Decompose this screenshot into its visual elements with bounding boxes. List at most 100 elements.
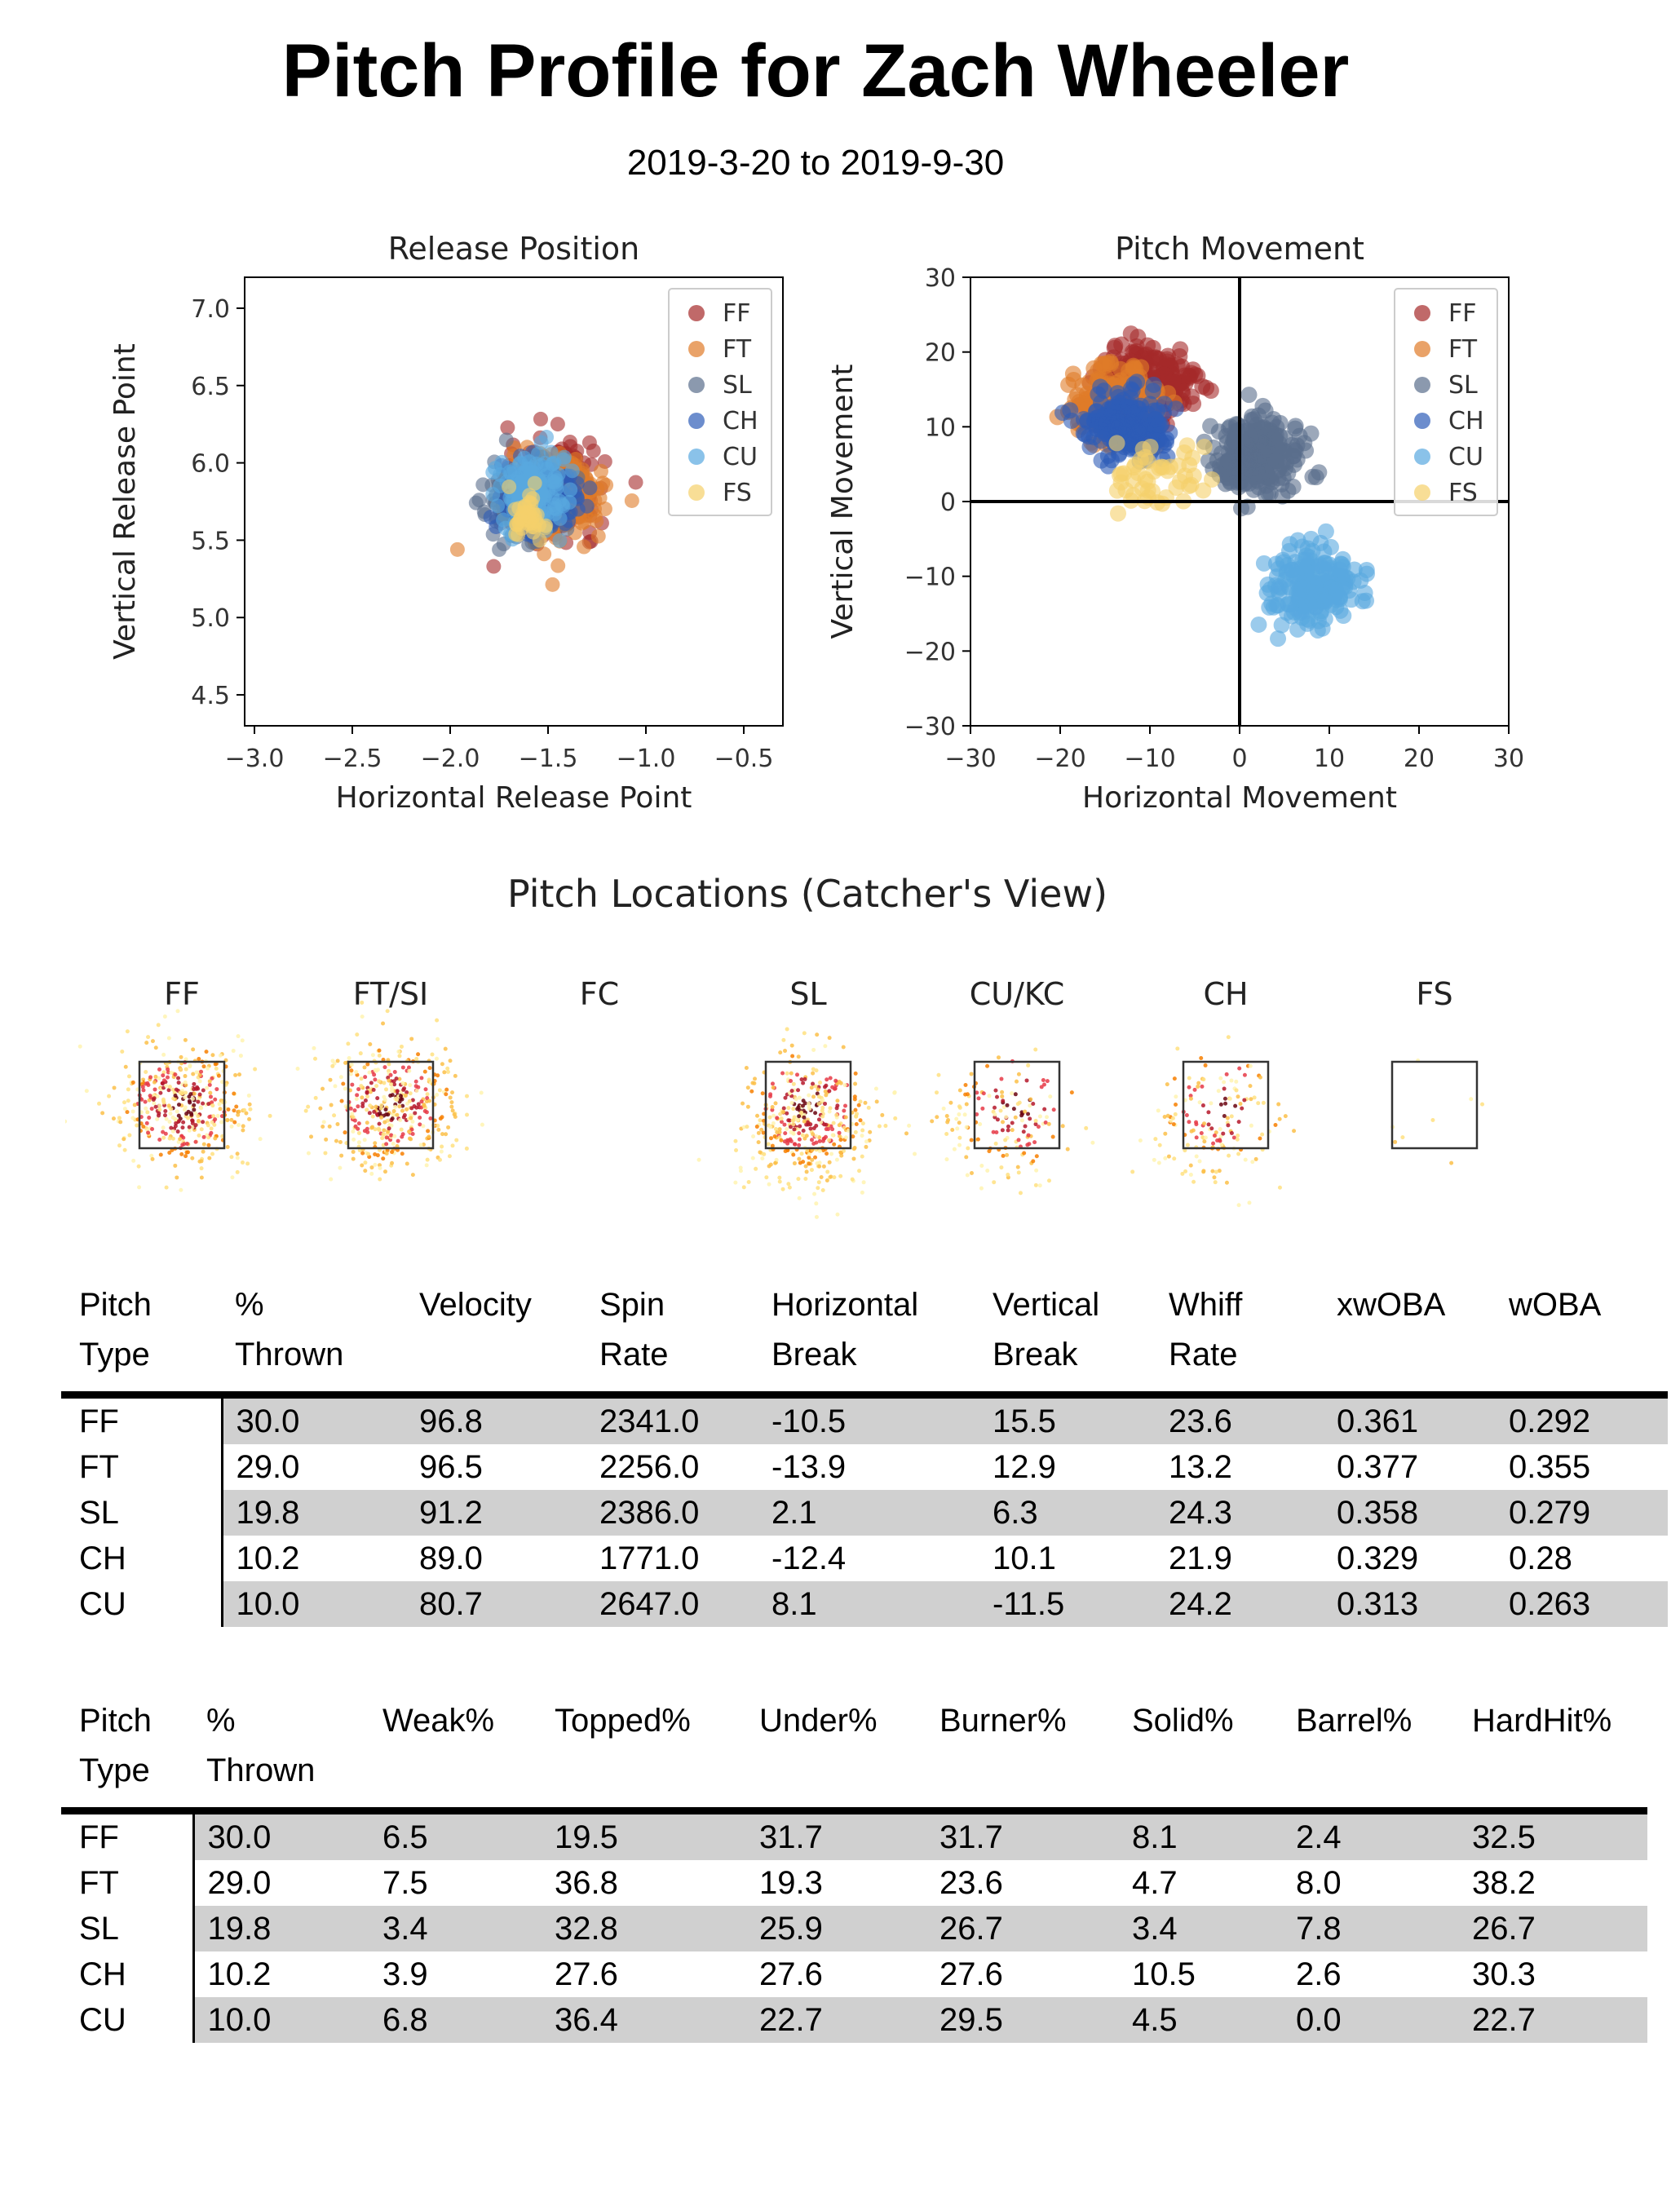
location-dot <box>1172 1156 1177 1161</box>
column-header: Burner% <box>926 1696 1119 1811</box>
location-dot <box>978 1122 983 1127</box>
location-dot <box>323 1151 328 1156</box>
location-dot <box>1032 1140 1037 1145</box>
location-dot <box>226 1107 231 1112</box>
location-dot <box>445 1066 450 1071</box>
location-dot <box>378 1177 382 1182</box>
location-dot <box>363 1098 368 1103</box>
location-dot <box>175 1009 180 1014</box>
location-dot <box>824 1127 829 1132</box>
location-dot <box>343 1130 347 1135</box>
location-dot <box>744 1065 749 1070</box>
location-dot <box>842 1108 847 1113</box>
location-dot <box>146 1035 151 1040</box>
location-dot <box>1261 1100 1266 1105</box>
column-header-text: Spin <box>599 1287 665 1323</box>
location-dot <box>797 1156 802 1161</box>
location-dot <box>1228 1096 1233 1101</box>
location-dot <box>169 1125 174 1130</box>
location-dot <box>225 1144 230 1149</box>
location-dot <box>173 1094 178 1098</box>
location-dot <box>178 1137 183 1142</box>
location-dot <box>157 1076 161 1081</box>
location-dot <box>229 1117 234 1122</box>
location-dot <box>1222 1114 1227 1119</box>
pitch-type-cell: FF <box>79 1403 119 1439</box>
location-dot <box>1243 1157 1248 1162</box>
location-dot <box>802 1031 807 1036</box>
location-dot <box>807 1151 811 1156</box>
location-dot <box>370 1114 375 1119</box>
location-dot <box>210 1100 214 1105</box>
location-dot <box>828 1106 833 1111</box>
location-dot <box>860 1190 864 1195</box>
location-dot <box>824 1083 829 1088</box>
location-dot <box>425 1092 430 1097</box>
location-dot <box>373 1162 378 1167</box>
table-cell: 32.8 <box>542 1906 746 1951</box>
location-dot <box>427 1077 431 1082</box>
table-header-row: Pitch Type% Thrown Velocity Spin Rate Horizont… <box>61 1280 1668 1395</box>
location-dot <box>858 1118 863 1123</box>
location-dot <box>358 1051 363 1056</box>
x-tick-label: −2.5 <box>323 745 382 773</box>
location-dot <box>235 1156 240 1160</box>
data-point-cu <box>563 482 578 497</box>
location-dot <box>396 1050 401 1054</box>
location-dot <box>201 1134 206 1139</box>
location-dot <box>164 1116 169 1121</box>
location-dot <box>400 1108 405 1113</box>
location-dot <box>374 1084 379 1089</box>
location-dot <box>957 1112 962 1117</box>
location-dot <box>985 1063 990 1068</box>
location-dot <box>785 1111 789 1116</box>
location-dot <box>1001 1153 1006 1158</box>
location-dot <box>904 1131 909 1136</box>
location-dot <box>773 1160 778 1165</box>
location-dot <box>196 1086 201 1091</box>
data-point-sl <box>1291 427 1308 444</box>
table-cell: 4.7 <box>1132 1865 1178 1901</box>
table-cell: 0.0 <box>1283 1997 1459 2043</box>
data-point-cu <box>1346 561 1363 578</box>
data-point-cu <box>1299 572 1316 590</box>
location-dot <box>408 1091 413 1096</box>
location-dot <box>382 1128 387 1133</box>
location-dot <box>1199 1131 1204 1136</box>
location-dot <box>166 1088 171 1093</box>
table-cell: 26.7 <box>1459 1906 1647 1951</box>
location-dot <box>1249 1097 1253 1102</box>
location-dot <box>360 1000 365 1005</box>
table-cell: 8.1 <box>758 1581 979 1627</box>
table-cell: 21.9 <box>1169 1540 1232 1576</box>
location-dot <box>392 1134 397 1138</box>
location-dot <box>408 1083 413 1088</box>
location-dot <box>753 1076 758 1081</box>
location-dot <box>791 1131 796 1136</box>
location-dot <box>1033 1118 1038 1123</box>
location-dot <box>1011 1107 1016 1112</box>
location-dot <box>1152 1157 1156 1162</box>
location-dot <box>267 1113 272 1118</box>
location-dot <box>1188 1163 1193 1168</box>
table-cell: 38.2 <box>1472 1865 1536 1901</box>
location-dot <box>348 1106 353 1111</box>
location-dot <box>811 1141 816 1146</box>
location-dot <box>1248 1084 1253 1089</box>
data-point-cu <box>1294 551 1311 568</box>
location-dot <box>125 1029 130 1034</box>
location-dot <box>750 1156 755 1160</box>
x-tick-label: −10 <box>1124 745 1175 773</box>
location-dot <box>171 1096 176 1101</box>
legend-box <box>668 288 772 516</box>
location-dot <box>356 1126 360 1131</box>
location-dot <box>201 1149 206 1154</box>
location-dot <box>1194 1135 1199 1140</box>
location-dot <box>1276 1102 1281 1107</box>
location-dot <box>801 1098 806 1103</box>
location-dot <box>204 1050 209 1054</box>
location-dot <box>435 1036 440 1041</box>
location-dot <box>321 1086 325 1091</box>
location-dot <box>1028 1116 1032 1121</box>
location-dot <box>1400 1135 1405 1140</box>
